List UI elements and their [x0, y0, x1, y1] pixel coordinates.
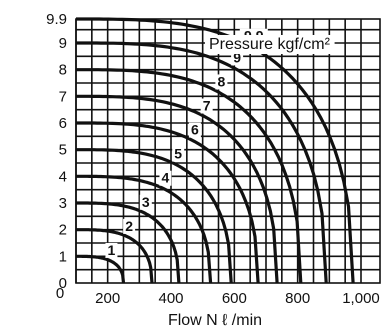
y-tick-label: 7 — [59, 88, 67, 105]
grid — [75, 19, 380, 283]
series-line-8 — [76, 68, 303, 284]
series-label-4: 4 — [162, 170, 170, 186]
series-label-3: 3 — [142, 194, 150, 210]
legend-background — [205, 35, 335, 54]
x-tick-label: 200 — [95, 290, 120, 307]
series-line-2 — [75, 228, 154, 284]
y-tick-labels: 0 1 2 3 4 5 6 7 8 9 9.9 — [46, 11, 67, 292]
x-tick-label: 400 — [158, 290, 183, 307]
y-tick-label: 0 — [59, 275, 67, 292]
series-label-2: 2 — [125, 218, 133, 234]
y-tick-label: 3 — [59, 195, 67, 212]
y-tick-label: 9 — [59, 35, 67, 52]
legend-title: Pressure kgf/cm² — [209, 36, 331, 53]
series-line-6 — [76, 121, 260, 284]
x-tick-label: 1,000 — [342, 290, 380, 307]
series-label-bg — [172, 146, 185, 162]
x-tick-labels: 200 400 600 800 1,000 0 — [56, 285, 380, 307]
y-tick-label: 4 — [59, 168, 67, 185]
series-label-bg — [215, 74, 228, 90]
series-label-9: 9 — [233, 49, 241, 65]
series-line-4 — [76, 174, 213, 284]
series-label-bg — [159, 170, 172, 186]
y-tick-label: 5 — [59, 142, 67, 159]
x-axis-label: Flow N ℓ /min — [168, 312, 262, 329]
y-tick-label: 9.9 — [46, 11, 67, 28]
series-line-3 — [76, 201, 181, 284]
series-label-bg — [123, 218, 136, 234]
series-label-bg — [105, 242, 118, 258]
y-tick-label: 2 — [59, 222, 67, 239]
series-line-7 — [76, 94, 279, 284]
y-tick-label: 6 — [59, 115, 67, 132]
plot-frame — [75, 18, 381, 284]
x-tick-label: 0 — [56, 285, 64, 302]
series-line-5 — [76, 148, 233, 284]
curves — [75, 17, 355, 284]
series-label-bg — [188, 122, 201, 138]
series-label-8: 8 — [217, 73, 225, 89]
series-label-5: 5 — [174, 146, 182, 162]
x-tick-label: 800 — [285, 290, 310, 307]
series-label-bg — [139, 194, 152, 210]
series-label-1: 1 — [108, 242, 116, 258]
series-label-bg — [200, 98, 213, 114]
x-tick-label: 600 — [222, 290, 247, 307]
series-line-9 — [76, 41, 328, 284]
series-label-6: 6 — [191, 122, 199, 138]
y-tick-label: 1 — [59, 248, 67, 265]
series-label-bg — [231, 50, 244, 66]
series-label-7: 7 — [203, 98, 211, 114]
y-tick-label: 8 — [59, 62, 67, 79]
series-line-1 — [75, 254, 126, 284]
